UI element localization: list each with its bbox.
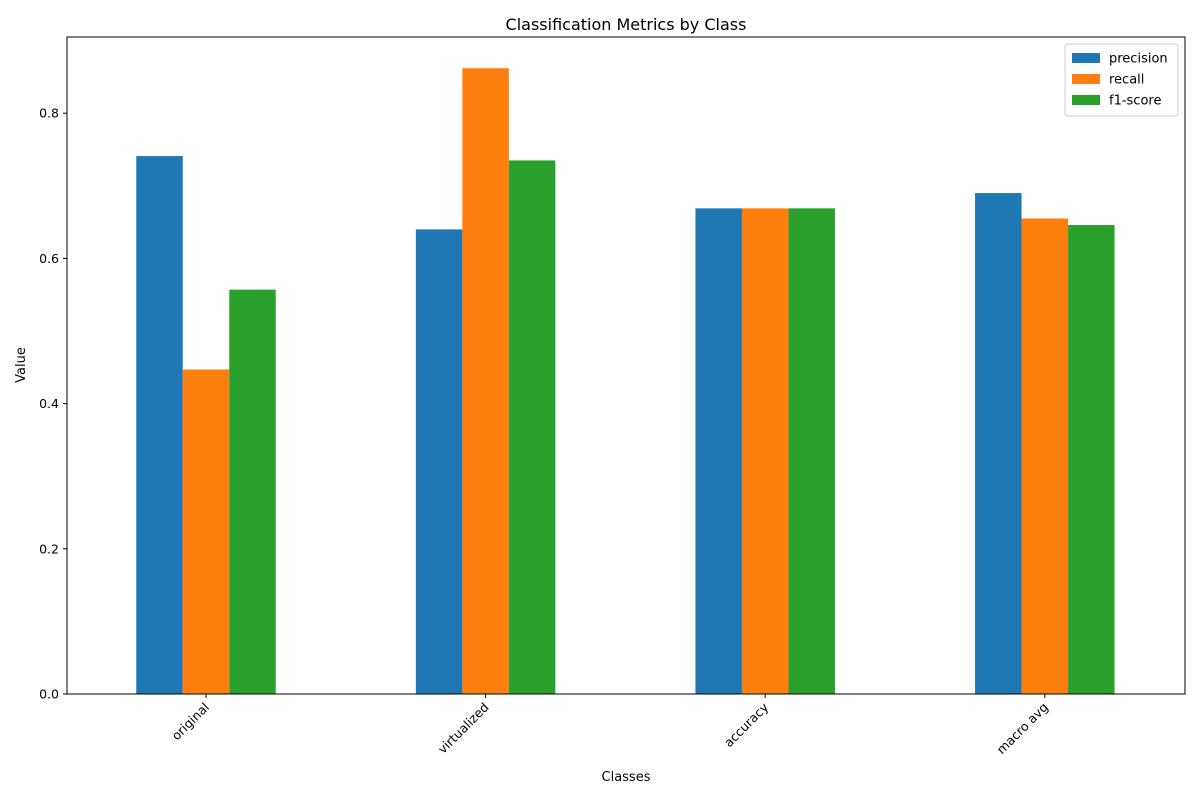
legend-label-precision: precision (1109, 52, 1168, 67)
bar-precision-macro-avg (975, 193, 1022, 694)
bar-recall-original (182, 369, 230, 694)
bars-group (136, 68, 1115, 695)
y-axis-label: Value (14, 347, 29, 383)
x-axis-label: Classes (602, 770, 651, 785)
bar-recall-accuracy (741, 208, 789, 694)
bar-precision-virtualized (415, 229, 463, 694)
x-tick-label: original (168, 700, 212, 744)
y-tick-label: 0.6 (39, 251, 59, 266)
y-tick-label: 0.4 (39, 396, 59, 411)
legend-swatch-f1-score (1072, 95, 1100, 105)
bar-f1-score-macro-avg (1068, 225, 1115, 694)
chart-title: Classification Metrics by Class (506, 15, 747, 34)
bar-f1-score-virtualized (508, 160, 556, 694)
legend-label-recall: recall (1109, 73, 1144, 88)
x-tick-label: macro avg (994, 700, 1051, 757)
y-axis: 0.0 0.2 0.4 0.6 0.8 (39, 106, 67, 702)
x-axis: original virtualized accuracy macro avg (168, 694, 1051, 757)
legend-label-f1-score: f1-score (1109, 94, 1161, 109)
bar-f1-score-accuracy (788, 208, 835, 694)
plot-frame (66, 36, 1186, 695)
y-tick-label: 0.0 (39, 687, 59, 702)
y-tick-label: 0.8 (39, 106, 59, 121)
bar-precision-accuracy (695, 208, 742, 694)
x-tick-label: virtualized (435, 700, 492, 757)
legend-swatch-recall (1072, 74, 1100, 84)
legend-swatch-precision (1072, 53, 1100, 63)
bar-recall-macro-avg (1021, 218, 1069, 695)
y-tick-label: 0.2 (39, 541, 59, 556)
legend: precision recall f1-score (1064, 43, 1179, 117)
x-tick-label: accuracy (721, 699, 772, 750)
bar-f1-score-original (229, 289, 276, 694)
bar-recall-virtualized (462, 68, 509, 695)
bar-precision-original (136, 156, 183, 694)
